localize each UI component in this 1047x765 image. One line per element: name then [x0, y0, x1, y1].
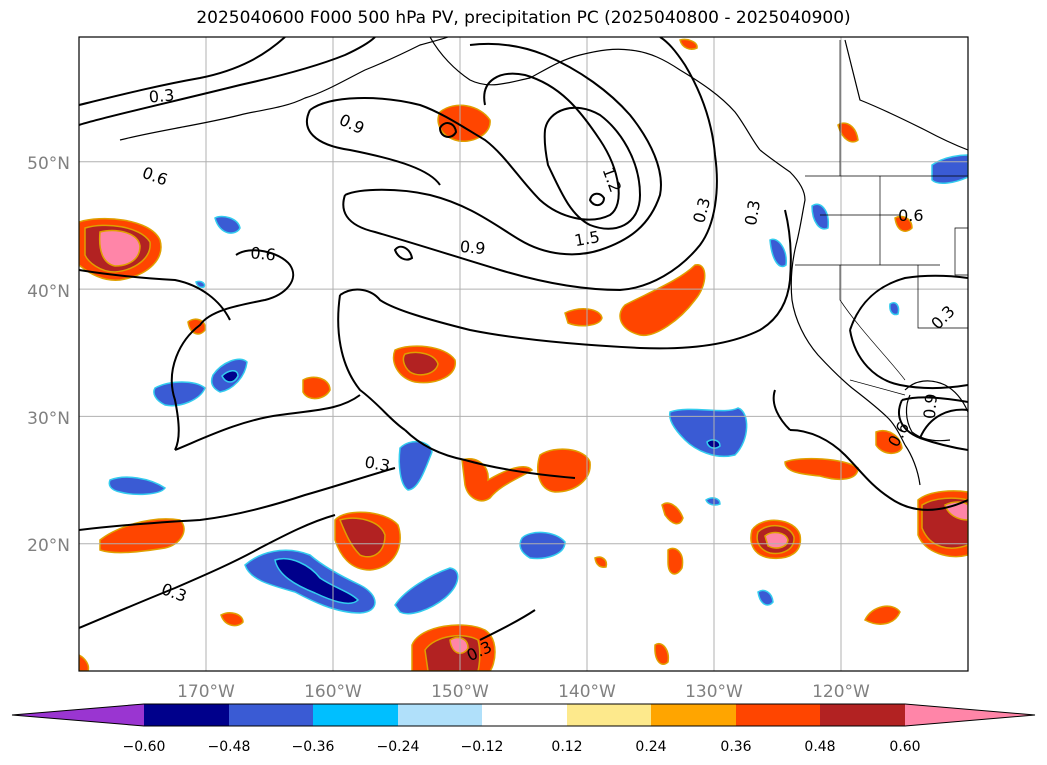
colorbar-segment-neg012-012 [482, 704, 567, 726]
negative-precip-region [889, 302, 900, 316]
contour-label: 0.9 [459, 237, 486, 258]
contour-label: 0.6 [250, 243, 277, 264]
lat-label-40n: 40°N [27, 282, 70, 302]
contour-label: 0.3 [148, 85, 175, 106]
positive-precip-region [564, 308, 603, 327]
negative-precip-region [195, 280, 206, 288]
colorbar-segment-012-024 [567, 704, 651, 726]
negative-precip-region [153, 381, 206, 407]
contour-label: 0.3 [741, 199, 764, 227]
lon-label-160w: 160°W [304, 682, 362, 702]
positive-precip-region [619, 264, 706, 336]
map-background [79, 37, 968, 671]
colorbar-tick-012: 0.12 [551, 739, 582, 755]
lon-label-150w: 150°W [431, 682, 489, 702]
colorbar-segment-048-060 [820, 704, 905, 726]
map-frame [78, 36, 969, 672]
pv-contours [79, 37, 968, 641]
positive-precip-region [220, 612, 244, 627]
colorbar-extend-low [12, 704, 144, 726]
positive-precip-region [402, 351, 439, 376]
lat-label-20n: 20°N [27, 536, 70, 556]
positive-precip-region [302, 376, 331, 400]
negative-precip-region [769, 238, 787, 268]
contour-label: 1.5 [573, 227, 601, 250]
positive-precip-region [79, 654, 90, 671]
colorbar-tick-048: 0.48 [804, 739, 835, 755]
negative-precip-region [274, 558, 360, 605]
positive-precip-region [864, 605, 901, 625]
negative-precip-region [108, 476, 167, 496]
positive-precip-region [461, 458, 534, 502]
negative-precip-region [221, 370, 239, 383]
colorbar-tick-neg012: −0.12 [461, 739, 504, 755]
positive-precip-region [667, 547, 684, 575]
colorbar-tick-024: 0.24 [635, 739, 666, 755]
negative-precip-region [811, 203, 829, 230]
colorbar-segment-036-048 [736, 704, 820, 726]
lat-label-30n: 30°N [27, 409, 70, 429]
positive-precip-region [679, 38, 698, 50]
positive-precip-region [654, 643, 670, 665]
colorbar: −0.60 −0.48 −0.36 −0.24 −0.12 0.12 0.24 … [11, 703, 1036, 755]
colorbar-segment-neg036-neg024 [313, 704, 398, 726]
positive-precip-region [594, 556, 608, 568]
contour-label: 0.9 [920, 393, 941, 420]
colorbar-tick-neg036: −0.36 [292, 739, 335, 755]
positive-precip-region [449, 636, 469, 654]
lat-label-50n: 50°N [27, 154, 70, 174]
colorbar-segment-neg048-neg036 [229, 704, 313, 726]
colorbar-tick-060: 0.60 [889, 739, 920, 755]
colorbar-tick-neg048: −0.48 [208, 739, 251, 755]
colorbar-tick-036: 0.36 [720, 739, 751, 755]
lon-label-120w: 120°W [812, 682, 870, 702]
lon-label-140w: 140°W [558, 682, 616, 702]
positive-precip-region [875, 430, 903, 454]
positive-precip-region [837, 122, 859, 143]
contour-label: 0.3 [363, 452, 391, 475]
negative-precip-region [668, 407, 748, 457]
colorbar-tick-neg024: −0.24 [377, 739, 420, 755]
map-title: 2025040600 F000 500 hPa PV, precipitatio… [196, 8, 851, 28]
coastlines [119, 37, 968, 486]
negative-precip-region [705, 497, 721, 506]
precipitation-shading [79, 38, 968, 671]
graticule [79, 37, 968, 671]
colorbar-segment-neg024-neg012 [398, 704, 482, 726]
colorbar-tick-neg060: −0.60 [123, 739, 166, 755]
negative-precip-region [519, 531, 566, 560]
colorbar-extend-high [905, 704, 1035, 726]
lon-label-130w: 130°W [685, 682, 743, 702]
negative-precip-region [394, 567, 459, 615]
negative-precip-region [214, 215, 241, 234]
positive-precip-region [98, 229, 141, 267]
positive-precip-region [661, 502, 684, 525]
positive-precip-region [894, 215, 913, 232]
positive-precip-region [784, 457, 859, 481]
colorbar-segment-024-036 [651, 704, 736, 726]
contour-label: 0.6 [898, 206, 923, 225]
positive-precip-region [338, 517, 386, 558]
colorbar-segment-neg060-neg048 [144, 704, 229, 726]
positive-precip-region [537, 448, 591, 493]
positive-precip-region [764, 531, 789, 549]
political-borders [795, 40, 968, 396]
negative-precip-region [757, 589, 774, 606]
lon-label-170w: 170°W [177, 682, 235, 702]
